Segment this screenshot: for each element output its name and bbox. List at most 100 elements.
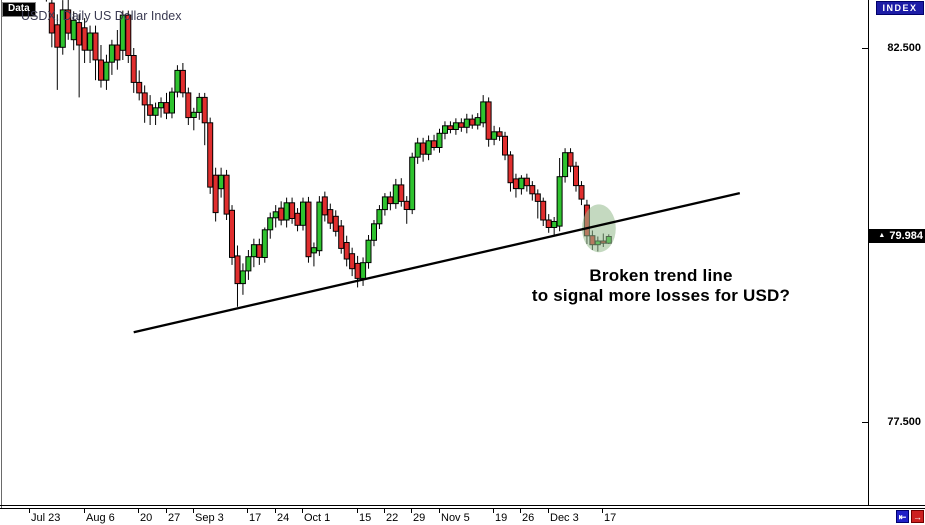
candle (431, 134, 437, 151)
candle (485, 97, 492, 147)
date-tick (138, 508, 139, 513)
candle (387, 191, 394, 211)
price-up-arrow-icon: ▲ (878, 232, 886, 239)
data-button[interactable]: Data (2, 2, 36, 17)
candle (458, 118, 465, 132)
candle (442, 121, 448, 140)
date-tick (520, 508, 521, 513)
candle (420, 137, 427, 162)
candlestick-plot-area (45, 0, 741, 334)
date-tick (357, 508, 358, 513)
candle (229, 205, 235, 265)
date-label: Sep 3 (195, 512, 224, 524)
candle (136, 70, 143, 101)
date-label: Dec 3 (550, 512, 579, 524)
date-tick (193, 508, 194, 513)
candle (414, 137, 421, 164)
date-tick (29, 508, 30, 513)
candle (452, 118, 459, 135)
candle (540, 197, 547, 226)
candle (196, 92, 203, 120)
date-tick (548, 508, 549, 513)
candle (463, 113, 470, 134)
candle (474, 113, 481, 130)
candle (327, 203, 334, 229)
candle (294, 208, 301, 232)
breakout-highlight-ellipse (582, 204, 616, 253)
candle (256, 238, 263, 265)
candle (250, 238, 257, 268)
candle (480, 95, 487, 128)
price-label: 82.500 (887, 42, 921, 54)
candle (76, 14, 83, 98)
candle (223, 169, 230, 220)
candle (283, 197, 290, 228)
candle (125, 10, 132, 63)
annotation-line2: to signal more losses for USD? (531, 286, 791, 305)
date-tick (602, 508, 603, 513)
candle (529, 181, 536, 201)
candle (45, 0, 47, 2)
date-tick (247, 508, 248, 513)
candle (158, 97, 164, 118)
candle (305, 196, 312, 263)
candle (332, 210, 339, 237)
candle (338, 220, 345, 254)
candle (201, 92, 208, 146)
date-label: 20 (140, 512, 153, 524)
candle (261, 227, 268, 263)
candle (545, 214, 552, 233)
candle (578, 181, 585, 206)
date-tick (302, 508, 303, 513)
candle (169, 87, 175, 119)
scroll-end-button[interactable]: → (911, 510, 924, 523)
date-tick (84, 508, 85, 513)
date-label: 22 (386, 512, 399, 524)
date-label: 17 (249, 512, 262, 524)
date-label: 26 (522, 512, 535, 524)
date-label: 19 (495, 512, 508, 524)
candle (496, 127, 503, 141)
candle (300, 197, 306, 231)
chart-bottom-border (0, 505, 925, 506)
candle (381, 193, 388, 216)
date-tick (166, 508, 167, 513)
trend-line[interactable] (133, 191, 741, 334)
date-label: Nov 5 (441, 512, 470, 524)
candle (152, 102, 159, 125)
candle (534, 189, 541, 219)
date-label: 15 (359, 512, 372, 524)
candle (360, 257, 367, 286)
candle (48, 0, 55, 48)
candle (114, 30, 121, 70)
date-label: 24 (277, 512, 290, 524)
candle (518, 175, 525, 195)
candle (98, 45, 104, 88)
candle (567, 148, 574, 173)
candle (491, 125, 498, 146)
time-axis: Jul 23 Aug 6 20 27 Sep 3 17 24 Oct 1 15 22 29 Nov 5… (0, 508, 925, 525)
candle (278, 201, 285, 226)
candle (409, 152, 416, 215)
candle (174, 65, 181, 98)
candle (207, 117, 214, 194)
annotation-text: Broken trend line to signal more losses … (532, 266, 790, 306)
candle (267, 212, 274, 239)
candle (436, 128, 443, 153)
candle (343, 235, 350, 267)
date-label: 29 (413, 512, 426, 524)
candle (190, 107, 197, 131)
date-label: Aug 6 (86, 512, 115, 524)
scroll-start-button[interactable]: ⇤ (896, 510, 909, 523)
candle (218, 167, 225, 198)
candle (316, 196, 323, 256)
date-tick (411, 508, 412, 513)
candle (398, 178, 405, 207)
candle (551, 217, 558, 236)
candle (179, 63, 186, 98)
candle (141, 85, 148, 123)
candle (562, 148, 569, 183)
candle (371, 220, 377, 247)
time-axis-line (0, 508, 925, 509)
